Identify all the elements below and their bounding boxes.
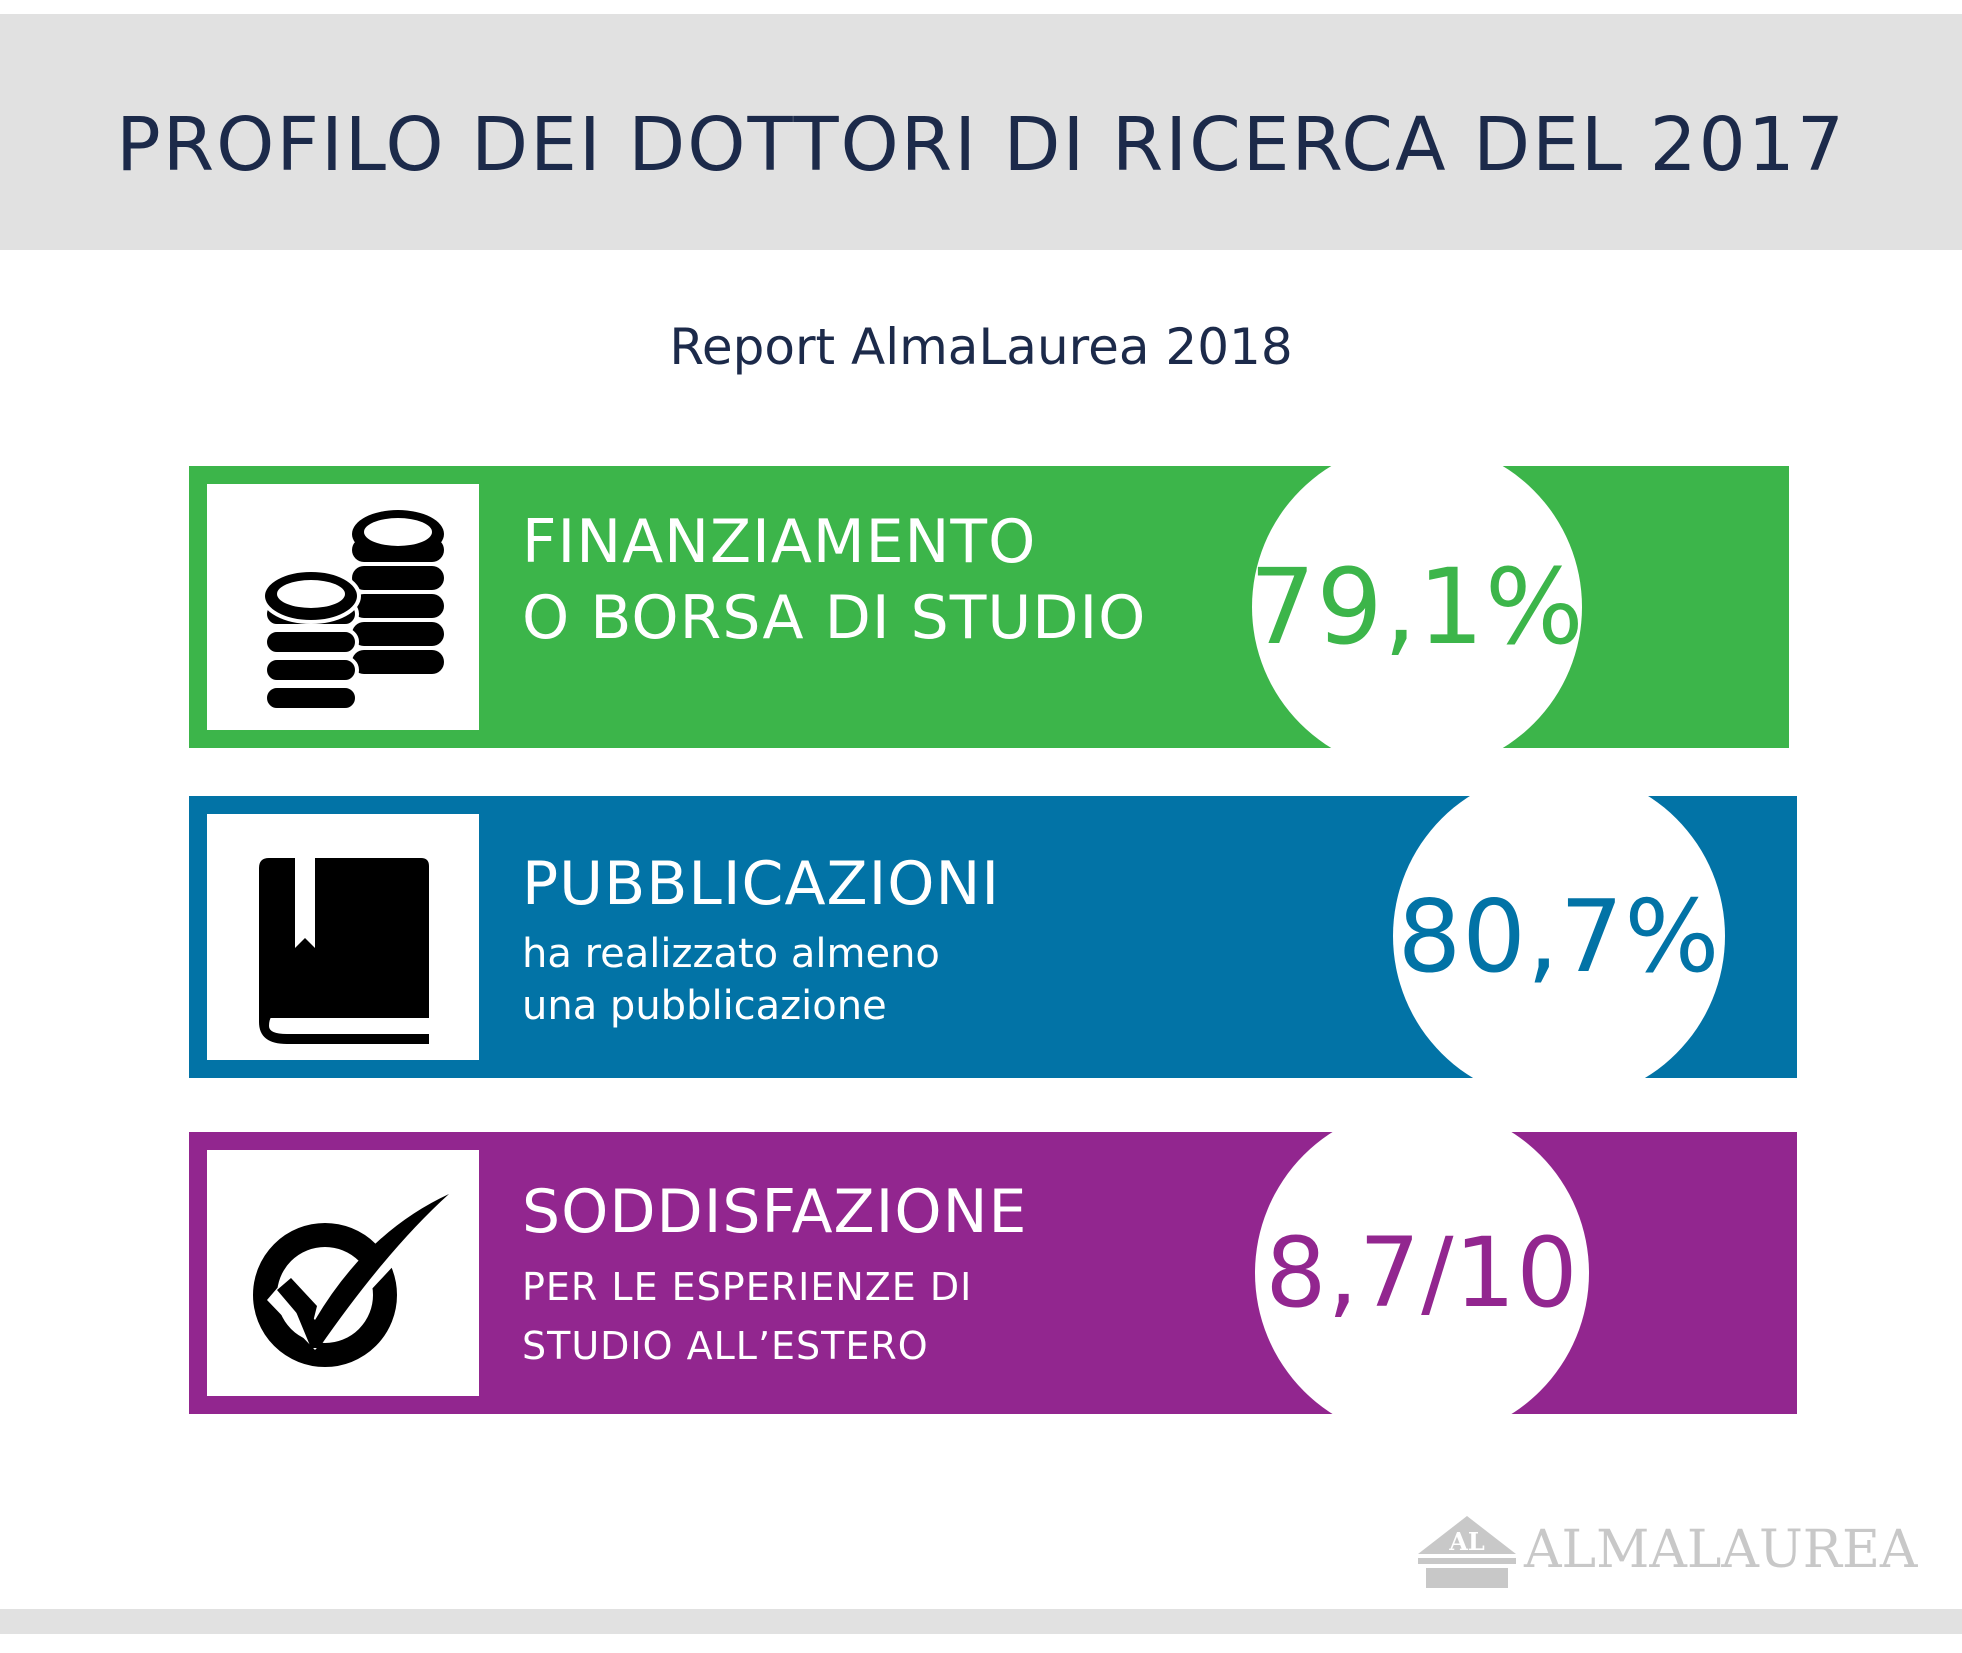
book-icon-box — [207, 814, 479, 1060]
report-subtitle: Report AlmaLaurea 2018 — [669, 318, 1293, 376]
value-pubblicazioni: 80,7% — [1397, 877, 1721, 995]
card-finanziamento: FINANZIAMENTO O BORSA DI STUDIO 79,1% — [189, 442, 1789, 772]
coins-icon-box — [207, 484, 479, 730]
almalaurea-logo-mark: AL — [1418, 1516, 1516, 1588]
card-heading: PUBBLICAZIONI — [522, 849, 1001, 919]
value-circle: 79,1% — [1249, 442, 1585, 772]
value-soddisfazione: 8,7/10 — [1265, 1217, 1579, 1329]
card-text: PUBBLICAZIONI ha realizzato almeno una p… — [522, 854, 1000, 1032]
almalaurea-logo: AL ALMALAUREA — [1412, 1512, 1917, 1592]
value-circle: 8,7/10 — [1255, 1106, 1589, 1440]
card-heading-line2: O BORSA DI STUDIO — [522, 583, 1147, 653]
value-circle: 80,7% — [1393, 770, 1725, 1102]
card-soddisfazione: SODDISFAZIONE PER LE ESPERIENZE DI STUDI… — [189, 1106, 1797, 1440]
logo-text: ALMALAUREA — [1524, 1520, 1918, 1580]
card-heading-line1: FINANZIAMENTO — [522, 507, 1037, 577]
card-text: FINANZIAMENTO O BORSA DI STUDIO — [522, 512, 1146, 648]
checkmark-icon-box — [207, 1150, 479, 1396]
card-subtext-line2: una pubblicazione — [522, 983, 887, 1029]
coins-icon — [261, 510, 444, 712]
logo-mark-text: AL — [1448, 1527, 1485, 1556]
card-heading: SODDISFAZIONE — [522, 1177, 1028, 1247]
card-subtext-line2: STUDIO ALL’ESTERO — [522, 1323, 929, 1368]
header-banner: PROFILO DEI DOTTORI DI RICERCA DEL 2017 — [0, 14, 1962, 250]
card-text: SODDISFAZIONE PER LE ESPERIENZE DI STUDI… — [522, 1182, 1027, 1376]
card-subtext-line1: ha realizzato almeno — [522, 931, 940, 977]
page-title: PROFILO DEI DOTTORI DI RICERCA DEL 2017 — [116, 102, 1846, 188]
checkmark-icon — [253, 1192, 453, 1367]
card-pubblicazioni: PUBBLICAZIONI ha realizzato almeno una p… — [189, 770, 1797, 1102]
footer-bar — [0, 1609, 1962, 1634]
card-subtext-line1: PER LE ESPERIENZE DI — [522, 1265, 973, 1309]
value-finanziamento: 79,1% — [1249, 546, 1585, 668]
book-icon — [259, 858, 429, 1044]
